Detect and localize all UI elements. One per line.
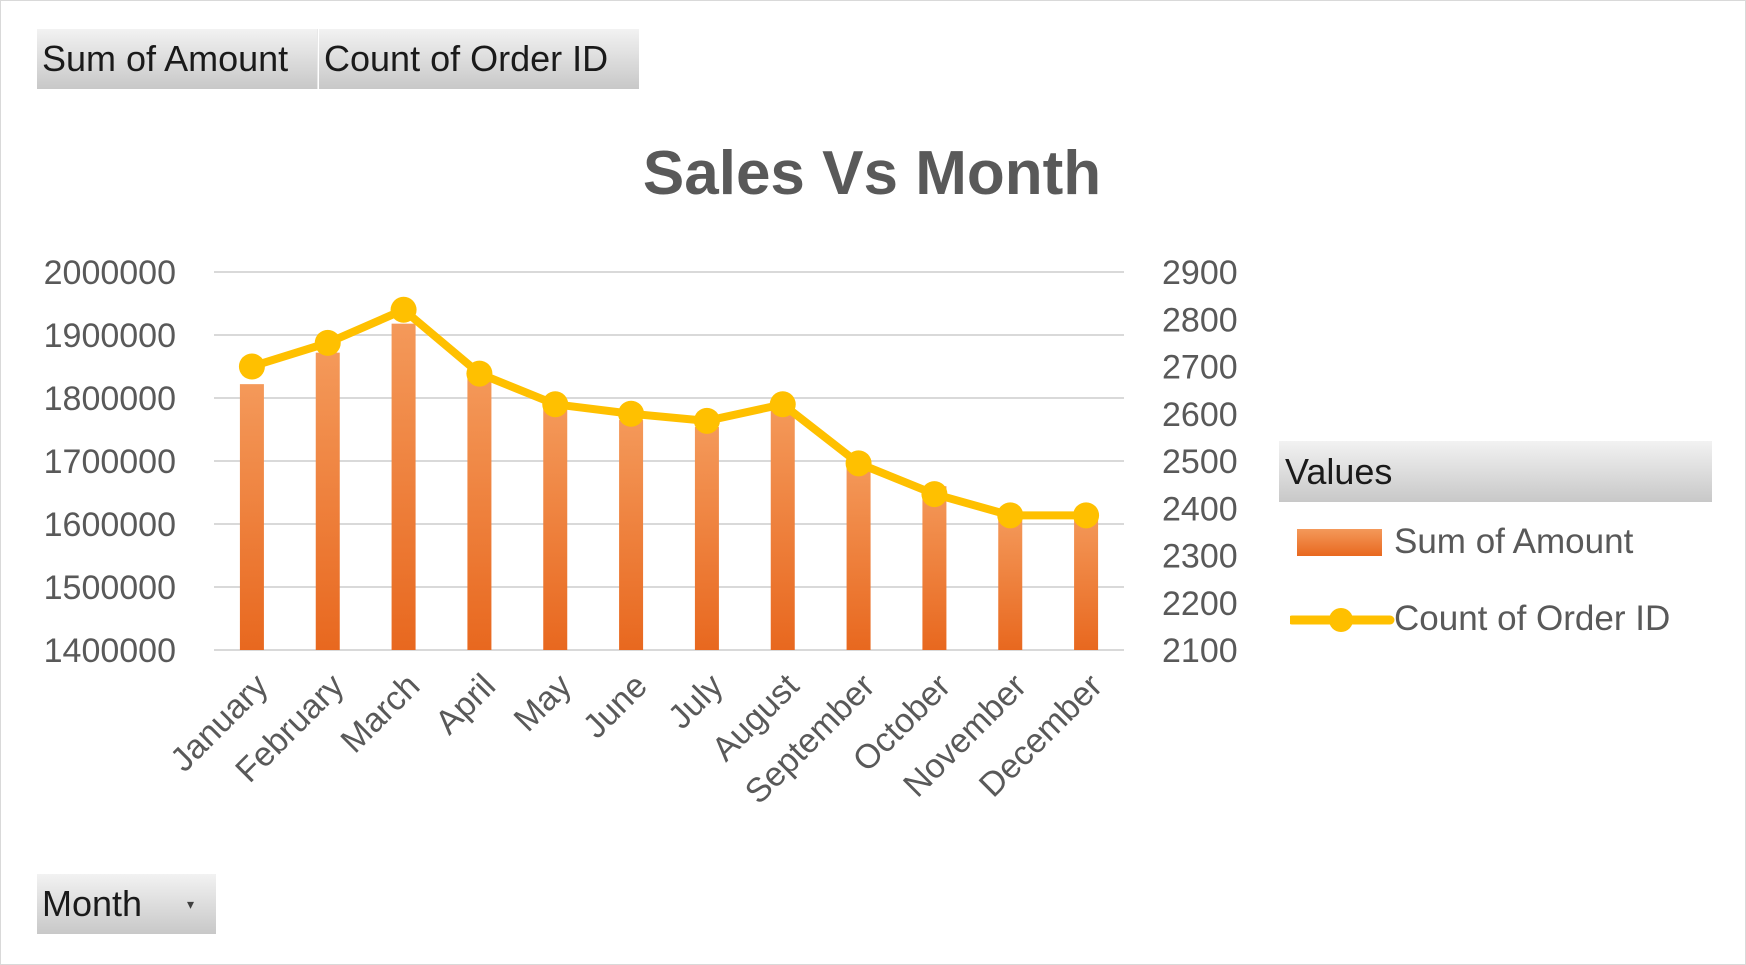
line-point <box>997 502 1024 529</box>
legend-header[interactable]: Values <box>1279 441 1712 502</box>
y-left-tick-label: 1600000 <box>44 506 176 544</box>
count-of-order-id-field-button[interactable]: Count of Order ID <box>319 29 639 89</box>
legend-line-swatch <box>1290 608 1395 632</box>
y-left-tick-label: 1900000 <box>44 317 176 355</box>
x-tick-label: April <box>428 667 503 742</box>
y-right-tick-label: 2600 <box>1162 396 1238 434</box>
y-right-tick-label: 2200 <box>1162 585 1238 623</box>
line-point <box>1073 502 1100 529</box>
y-right-tick-label: 2900 <box>1162 254 1238 292</box>
y-left-tick-label: 1400000 <box>44 632 176 670</box>
dropdown-arrow-icon[interactable]: ▾ <box>186 896 194 912</box>
y-left-tick-label: 1500000 <box>44 569 176 607</box>
bar <box>467 372 492 650</box>
y-right-tick-label: 2100 <box>1162 632 1238 670</box>
y-right-tick-label: 2800 <box>1162 301 1238 339</box>
bar <box>694 426 719 650</box>
legend-item-count-of-order-id: Count of Order ID <box>1394 599 1671 638</box>
y-left-tick-label: 1800000 <box>44 380 176 418</box>
line-point <box>693 407 720 434</box>
line-point <box>466 360 493 387</box>
y-right-tick-label: 2500 <box>1162 443 1238 481</box>
bar <box>1074 513 1099 650</box>
bar <box>846 462 871 650</box>
x-tick-label: March <box>334 667 428 761</box>
line-point <box>390 296 417 323</box>
bar <box>239 384 264 650</box>
line-point <box>542 391 569 418</box>
y-right-tick-label: 2400 <box>1162 490 1238 528</box>
chart-title: Sales Vs Month <box>643 139 1101 208</box>
legend-item-sum-of-amount: Sum of Amount <box>1394 522 1634 561</box>
y-left-tick-label: 1700000 <box>44 443 176 481</box>
bar <box>543 405 568 650</box>
line-point <box>769 391 796 418</box>
bar <box>619 420 644 650</box>
bar <box>315 352 340 650</box>
x-tick-label: May <box>507 667 579 739</box>
line-point <box>314 329 341 356</box>
bar <box>391 323 416 650</box>
y-right-tick-label: 2700 <box>1162 349 1238 387</box>
month-field-label: Month <box>42 883 143 924</box>
line-point <box>238 353 265 380</box>
x-tick-label: June <box>576 667 655 746</box>
legend-bar-swatch <box>1297 529 1382 556</box>
line-point <box>921 481 948 508</box>
bar <box>998 516 1023 650</box>
y-right-tick-label: 2300 <box>1162 538 1238 576</box>
bar <box>922 486 947 650</box>
line-point <box>845 450 872 477</box>
line-point <box>618 400 645 427</box>
y-left-tick-label: 2000000 <box>44 254 176 292</box>
series-line-count-of-order-id <box>247 305 1091 520</box>
month-field-button[interactable]: Month ▾ <box>37 874 216 934</box>
sum-of-amount-field-button[interactable]: Sum of Amount <box>37 29 318 89</box>
bar <box>770 404 795 650</box>
